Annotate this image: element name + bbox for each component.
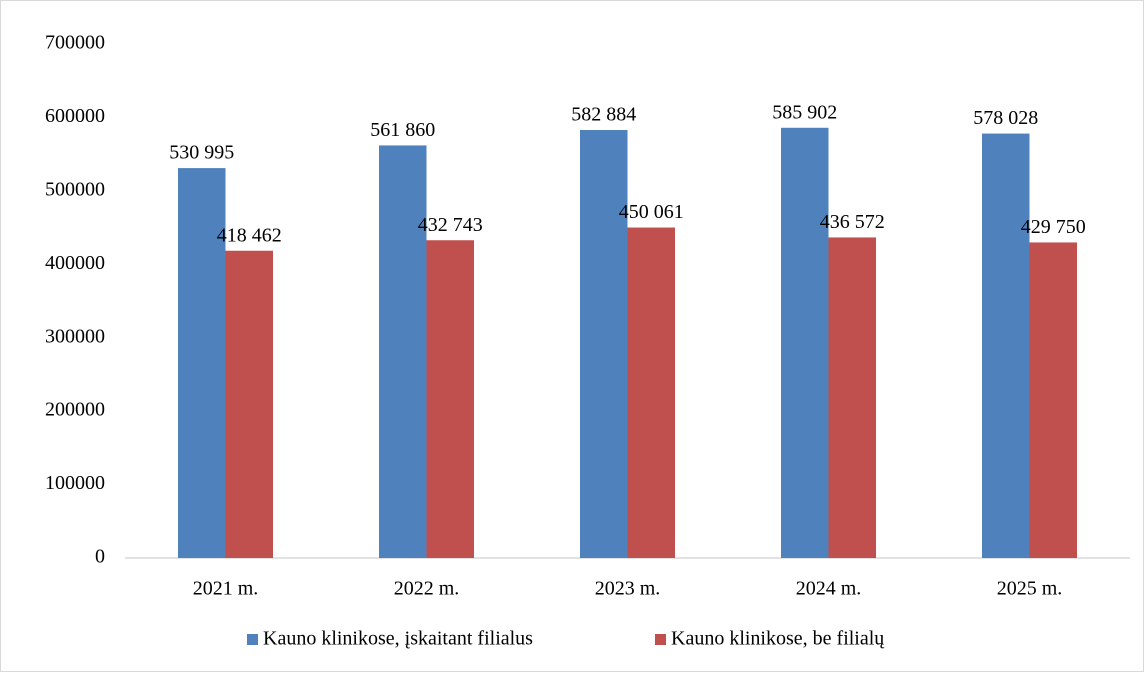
value-label: 432 743 xyxy=(418,214,483,236)
bar xyxy=(627,227,675,558)
legend-swatch xyxy=(655,634,666,645)
y-tick-label: 500000 xyxy=(45,178,105,200)
y-tick-label: 700000 xyxy=(45,32,105,54)
x-tick-label: 2025 m. xyxy=(997,578,1063,600)
y-tick-label: 100000 xyxy=(45,472,105,494)
bar xyxy=(781,127,829,559)
legend-label: Kauno klinikose, įskaitant filialus xyxy=(263,628,533,650)
value-label: 530 995 xyxy=(169,142,234,164)
value-label: 582 884 xyxy=(571,104,636,126)
value-label: 418 462 xyxy=(217,224,282,246)
x-tick-label: 2024 m. xyxy=(796,578,862,600)
y-tick-label: 400000 xyxy=(45,252,105,274)
legend-swatch xyxy=(247,634,258,645)
y-tick-label: 200000 xyxy=(45,399,105,421)
x-tick-label: 2021 m. xyxy=(193,578,259,600)
x-tick-label: 2023 m. xyxy=(595,578,661,600)
bar xyxy=(225,250,273,559)
y-tick-label: 300000 xyxy=(45,325,105,347)
value-label: 578 028 xyxy=(973,107,1038,129)
bar xyxy=(828,237,876,559)
value-label: 429 750 xyxy=(1021,216,1086,238)
value-label: 436 572 xyxy=(820,211,885,233)
bar xyxy=(1029,242,1077,558)
value-label: 561 860 xyxy=(370,119,435,141)
bar xyxy=(580,129,628,558)
y-tick-label: 600000 xyxy=(45,105,105,127)
x-tick-label: 2022 m. xyxy=(394,578,460,600)
bar xyxy=(426,240,474,559)
legend-label: Kauno klinikose, be filialų xyxy=(671,628,885,650)
value-label: 585 902 xyxy=(772,101,837,123)
bar xyxy=(178,168,226,558)
bar xyxy=(982,133,1030,558)
value-label: 450 061 xyxy=(619,201,684,223)
y-tick-label: 0 xyxy=(95,546,105,568)
bar xyxy=(379,145,427,558)
